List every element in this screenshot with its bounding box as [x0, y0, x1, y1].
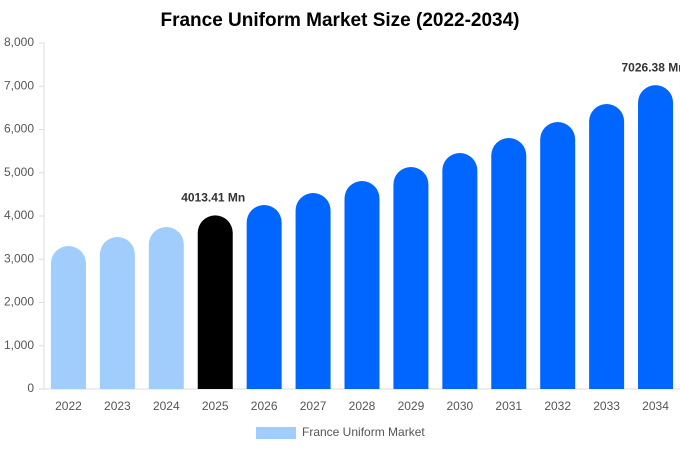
x-tick-label: 2032: [544, 399, 571, 413]
chart-title: France Uniform Market Size (2022-2034): [160, 10, 519, 31]
value-label: 7026.38 Mn: [622, 60, 680, 74]
y-tick-label: 4,000: [4, 208, 34, 222]
legend-swatch: [256, 427, 296, 439]
bar: [148, 226, 184, 389]
y-tick-label: 8,000: [4, 35, 34, 49]
bar: [344, 181, 380, 389]
x-tick-label: 2034: [642, 399, 669, 413]
x-tick-label: 2030: [446, 399, 473, 413]
bar: [393, 166, 429, 389]
x-tick-label: 2026: [251, 399, 278, 413]
y-tick-label: 7,000: [4, 78, 34, 92]
x-tick-label: 2033: [593, 399, 620, 413]
y-tick-label: 5,000: [4, 165, 34, 179]
bar: [638, 85, 674, 389]
y-tick-label: 0: [27, 381, 34, 395]
bar: [246, 205, 282, 389]
bar: [295, 192, 331, 389]
bar: [442, 152, 478, 389]
y-tick-label: 6,000: [4, 122, 34, 136]
x-tick-label: 2023: [104, 399, 131, 413]
x-tick-label: 2025: [202, 399, 229, 413]
x-tick-label: 2022: [55, 399, 82, 413]
legend-label: France Uniform Market: [302, 425, 425, 439]
x-tick-label: 2031: [495, 399, 522, 413]
bar: [197, 215, 233, 389]
x-tick-label: 2024: [153, 399, 180, 413]
bar: [540, 122, 576, 389]
y-tick-label: 3,000: [4, 251, 34, 265]
value-label: 4013.41 Mn: [181, 191, 245, 205]
x-tick-label: 2028: [349, 399, 376, 413]
bar: [99, 237, 135, 389]
y-tick-label: 2,000: [4, 295, 34, 309]
bar: [50, 246, 86, 389]
bar: [589, 103, 625, 390]
x-tick-label: 2029: [398, 399, 425, 413]
bar: [491, 138, 527, 389]
x-tick-label: 2027: [300, 399, 327, 413]
y-tick-label: 1,000: [4, 338, 34, 352]
